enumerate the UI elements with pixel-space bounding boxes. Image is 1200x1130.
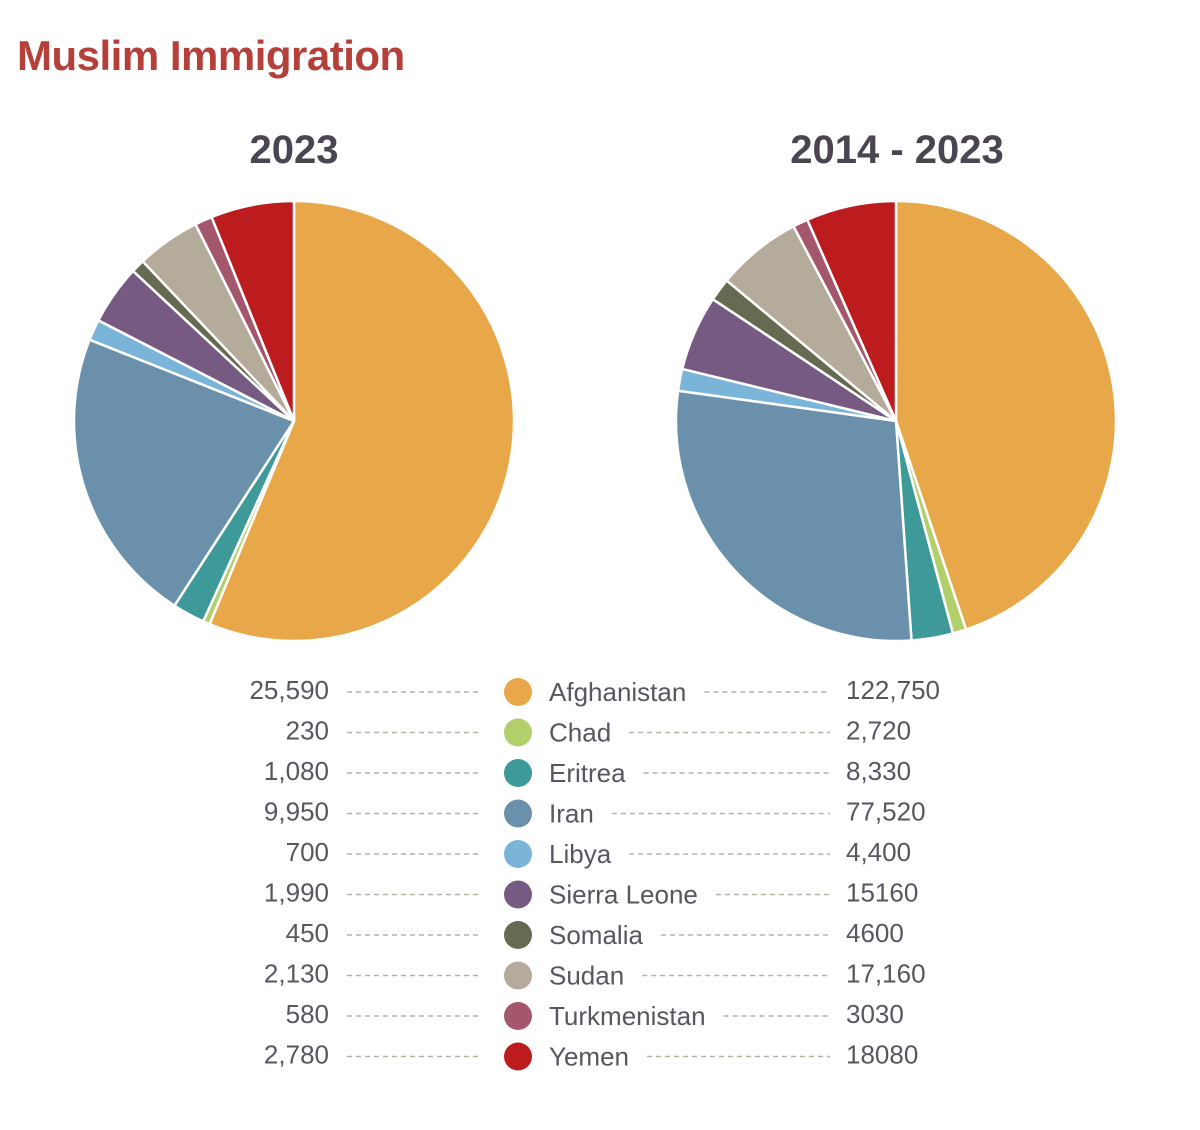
value-2023-sudan: 2,130: [264, 958, 329, 988]
chart-title-2023: 2023: [249, 128, 339, 172]
legend-label-libya: Libya: [549, 839, 612, 869]
slice-2014-2023-iran: [674, 389, 913, 643]
value-2023-eritrea: 1,080: [264, 756, 329, 786]
legend-swatch-iran: [504, 799, 532, 828]
value-2023-libya: 700: [286, 837, 329, 867]
legend-label-iran: Iran: [549, 798, 594, 828]
slice-2023-afghanistan: [208, 199, 516, 643]
value-2023-afghanistan: 25,590: [249, 675, 329, 705]
legend-label-somalia: Somalia: [549, 920, 643, 950]
slice-2023-yemen: [210, 199, 296, 423]
legend-swatch-eritrea: [504, 759, 532, 787]
value-2023-yemen: 2,780: [264, 1039, 329, 1069]
slice-2023-iran: [72, 338, 296, 607]
value-2023-iran: 9,950: [264, 796, 329, 826]
value-2023-turkmenistan: 580: [286, 999, 329, 1029]
value-2014-2023-libya: 4,400: [846, 837, 911, 867]
main-title: Muslim Immigration: [17, 32, 405, 79]
slice-2014-2023-yemen: [806, 199, 898, 423]
legend-swatch-somalia: [504, 921, 532, 949]
legend-label-afghanistan: Afghanistan: [549, 677, 686, 707]
legend-label-yemen: Yemen: [549, 1041, 629, 1071]
value-2023-somalia: 450: [286, 918, 329, 948]
legend-label-sudan: Sudan: [549, 960, 624, 990]
value-2014-2023-chad: 2,720: [846, 715, 911, 745]
value-2014-2023-somalia: 4600: [846, 918, 904, 948]
legend-swatch-turkmenistan: [504, 1002, 532, 1030]
value-2014-2023-iran: 77,520: [846, 796, 926, 826]
value-2023-sierra-leone: 1,990: [264, 877, 329, 907]
legend-swatch-afghanistan: [504, 678, 532, 706]
legend-swatch-chad: [504, 718, 532, 747]
value-2014-2023-sierra-leone: 15160: [846, 877, 918, 907]
legend-swatch-sudan: [504, 961, 532, 990]
value-2014-2023-afghanistan: 122,750: [846, 675, 940, 705]
legend-label-chad: Chad: [549, 717, 611, 747]
value-2014-2023-eritrea: 8,330: [846, 756, 911, 786]
legend: 25,590 Afghanistan 122,750 230 Chad 2,720 1,08…: [249, 675, 940, 1072]
legend-swatch-libya: [504, 840, 532, 868]
legend-label-eritrea: Eritrea: [549, 758, 626, 788]
chart-title-2014-2023: 2014 - 2023: [790, 128, 1004, 172]
slice-2014-2023-afghanistan: [894, 199, 1118, 631]
pie-2023: [72, 199, 516, 643]
value-2023-chad: 230: [286, 715, 329, 745]
value-2014-2023-turkmenistan: 3030: [846, 999, 904, 1029]
value-2014-2023-yemen: 18080: [846, 1039, 918, 1069]
legend-label-turkmenistan: Turkmenistan: [549, 1001, 706, 1031]
legend-label-sierra-leone: Sierra Leone: [549, 879, 698, 909]
value-2014-2023-sudan: 17,160: [846, 958, 926, 988]
legend-swatch-yemen: [504, 1042, 532, 1071]
pie-2014-2023: [674, 199, 1118, 643]
legend-swatch-sierra-leone: [504, 880, 532, 909]
